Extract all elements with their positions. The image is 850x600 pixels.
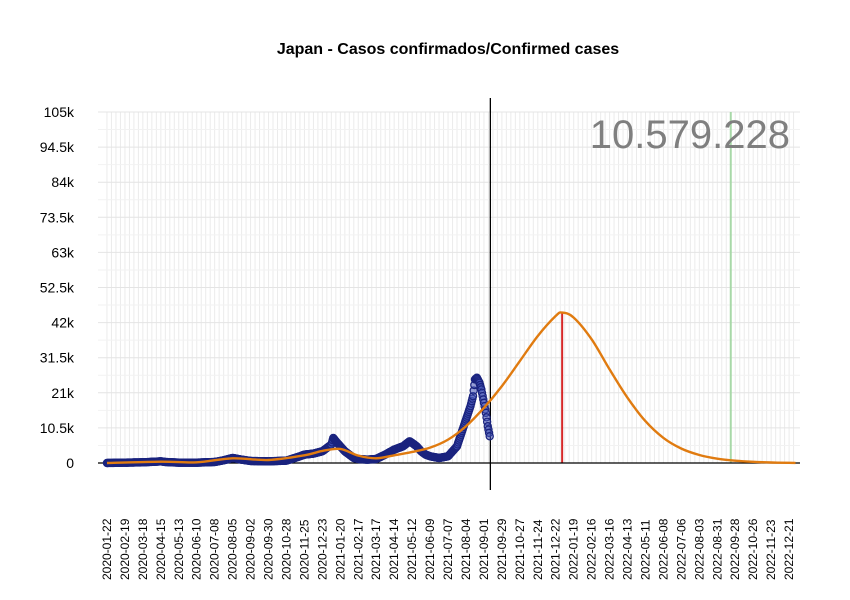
x-tick-label: 2022-05-11	[638, 519, 652, 580]
x-tick-label: 2022-04-13	[621, 518, 635, 580]
x-tick-label: 2020-09-02	[244, 518, 258, 580]
x-tick-label: 2020-10-28	[279, 518, 293, 580]
x-tick-label: 2021-04-14	[387, 518, 401, 580]
x-tick-label: 2020-11-25	[297, 519, 311, 580]
x-tick-label: 2022-03-16	[603, 518, 617, 580]
x-tick-label: 2022-12-21	[782, 518, 796, 580]
x-tick-label: 2021-01-20	[333, 518, 347, 580]
fitted-curve-line	[106, 311, 796, 465]
x-tick-label: 2022-07-06	[674, 518, 688, 580]
grid	[98, 111, 800, 464]
x-tick-label: 2020-08-05	[226, 518, 240, 580]
y-tick-label: 73.5k	[40, 209, 75, 225]
chart-title: Japan - Casos confirmados/Confirmed case…	[277, 41, 619, 58]
y-axis-ticks: 0 10.5k 21k 31.5k 42k 52.5k 63k 73.5k 84k 94.5k 10…	[40, 104, 75, 471]
y-tick-label: 105k	[44, 104, 75, 120]
y-tick-label: 84k	[51, 174, 75, 190]
y-tick-label: 21k	[51, 385, 75, 401]
x-tick-label: 2020-09-30	[262, 518, 276, 580]
x-tick-label: 2021-02-17	[351, 518, 365, 580]
y-tick-label: 31.5k	[40, 350, 75, 366]
x-tick-label: 2021-09-01	[477, 518, 491, 580]
x-tick-label: 2022-11-23	[764, 519, 778, 580]
x-tick-label: 2022-08-03	[692, 518, 706, 580]
x-tick-label: 2020-06-10	[190, 518, 204, 580]
x-tick-label: 2020-01-22	[100, 518, 114, 580]
x-tick-label: 2020-07-08	[208, 518, 222, 580]
x-tick-label: 2020-02-19	[118, 518, 132, 580]
x-tick-label: 2022-01-19	[567, 518, 581, 580]
x-tick-label: 2022-10-26	[746, 518, 760, 580]
y-tick-label: 10.5k	[40, 420, 75, 436]
x-tick-label: 2021-10-27	[513, 518, 527, 580]
x-tick-label: 2022-09-28	[728, 518, 742, 580]
y-tick-label: 63k	[51, 244, 75, 260]
fitted-curve	[106, 311, 796, 465]
x-tick-label: 2020-03-18	[136, 518, 150, 580]
x-tick-label: 2021-07-07	[441, 518, 455, 580]
x-tick-label: 2021-09-29	[495, 518, 509, 580]
x-tick-label: 2022-08-31	[710, 518, 724, 580]
y-tick-label: 52.5k	[40, 280, 75, 296]
x-tick-label: 2021-03-17	[369, 518, 383, 580]
y-tick-label: 0	[66, 455, 74, 471]
x-tick-label: 2021-05-12	[405, 518, 419, 580]
x-tick-label: 2020-04-15	[154, 518, 168, 580]
y-tick-label: 94.5k	[40, 139, 75, 155]
x-tick-label: 2021-12-22	[549, 518, 563, 580]
data-point	[485, 432, 494, 441]
y-tick-label: 42k	[51, 315, 75, 331]
x-tick-label: 2021-08-04	[459, 518, 473, 580]
x-tick-label: 2021-06-09	[423, 518, 437, 580]
total-cases-label: 10.579.228	[590, 113, 790, 157]
x-tick-label: 2022-02-16	[585, 518, 599, 580]
x-tick-label: 2021-11-24	[531, 519, 545, 580]
x-tick-label: 2022-06-08	[656, 518, 670, 580]
x-tick-label: 2020-12-23	[315, 518, 329, 580]
x-axis-ticks: 2020-01-22 2020-02-19 2020-03-18 2020-04-15…	[100, 518, 796, 580]
x-tick-label: 2020-05-13	[172, 518, 186, 580]
